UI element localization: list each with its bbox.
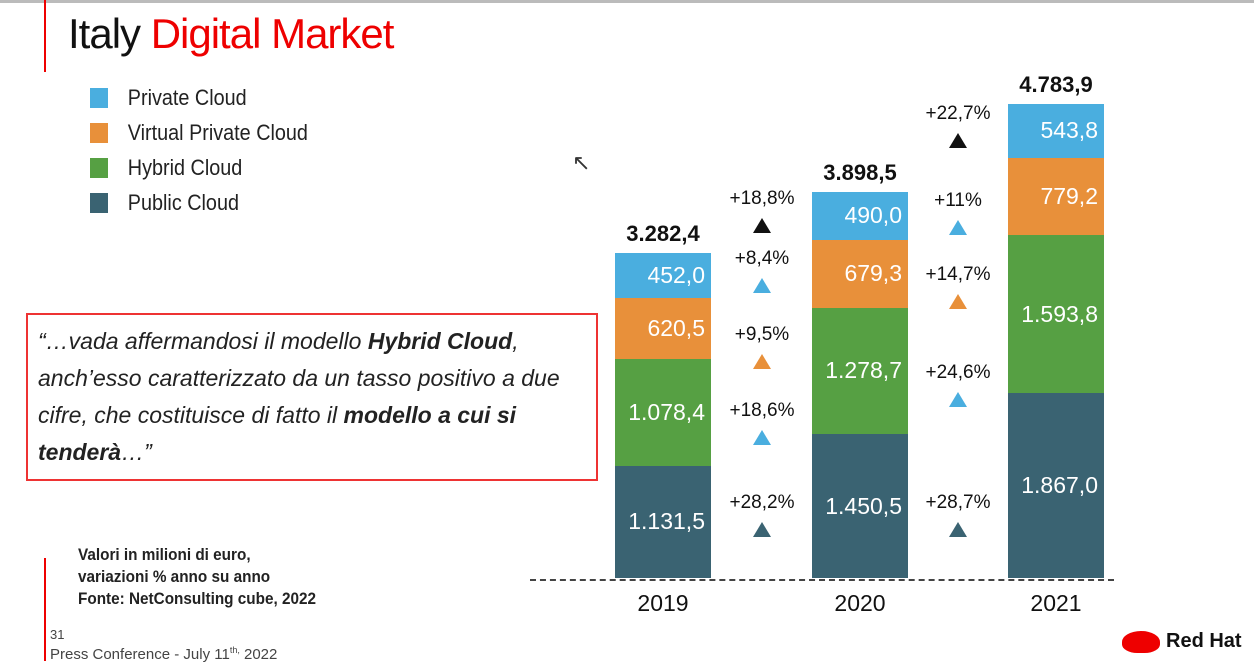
bar-segment: 1.131,5 xyxy=(615,465,711,578)
legend-swatch xyxy=(90,157,108,178)
x-tick-label: 2020 xyxy=(834,590,886,616)
title-highlight: Digital Market xyxy=(150,10,395,57)
bar-segment: 620,5 xyxy=(615,297,711,360)
growth-up-triangle-icon xyxy=(949,133,967,148)
bar-segment: 1.278,7 xyxy=(812,307,908,435)
redhat-logo: Red Hat xyxy=(1122,630,1242,653)
legend-label: Private Cloud xyxy=(127,84,247,110)
legend-swatch xyxy=(90,192,108,213)
footer-sup: th, xyxy=(229,645,240,655)
bar-segment: 490,0 xyxy=(812,191,908,241)
brand-name: Red Hat xyxy=(1166,630,1242,652)
top-border xyxy=(0,0,1254,3)
page-number: 31 xyxy=(50,627,65,642)
bar-segment: 1.593,8 xyxy=(1008,235,1104,393)
growth-label: +14,7% xyxy=(925,264,991,285)
quote-bold: modello a cui si tenderà xyxy=(38,402,517,465)
total-growth-label: +18,8% xyxy=(729,188,795,209)
growth-label: +11% xyxy=(934,190,982,211)
quote-bold: Hybrid Cloud xyxy=(367,328,513,354)
growth-up-triangle-icon xyxy=(949,220,967,235)
growth-up-triangle-icon xyxy=(753,430,771,445)
legend-swatch xyxy=(90,87,108,108)
x-tick-label: 2019 xyxy=(637,590,689,616)
accent-bar xyxy=(44,0,46,72)
legend-item: Private Cloud xyxy=(90,80,308,115)
growth-up-triangle-icon xyxy=(753,354,771,369)
bar-segment: 1.450,5 xyxy=(812,434,908,578)
growth-up-triangle-icon xyxy=(753,218,771,233)
page-title: Italy Digital Market xyxy=(68,10,395,58)
growth-label: +9,5% xyxy=(734,324,790,345)
redhat-hat-icon xyxy=(1122,630,1160,653)
growth-up-triangle-icon xyxy=(753,522,771,537)
total-label: 3.282,4 xyxy=(626,220,700,246)
growth-up-triangle-icon xyxy=(949,392,967,407)
growth-label: +28,2% xyxy=(729,492,795,513)
bar-segment: 679,3 xyxy=(812,240,908,308)
note-line: Fonte: NetConsulting cube, 2022 xyxy=(78,589,317,608)
title-part: Italy xyxy=(68,10,151,57)
legend: Private Cloud Virtual Private Cloud Hybrid… xyxy=(90,80,332,220)
bar-segment: 452,0 xyxy=(615,252,711,298)
x-tick-label: 2021 xyxy=(1030,590,1082,616)
legend-swatch xyxy=(90,122,108,143)
accent-bar xyxy=(44,558,46,661)
note-line: variazioni % anno su anno xyxy=(78,567,271,586)
legend-label: Public Cloud xyxy=(127,189,239,215)
growth-label: +18,6% xyxy=(729,400,795,421)
quote-text: , anch’esso caratterizzato da un tasso p… xyxy=(38,328,560,428)
chart-baseline xyxy=(530,579,1114,581)
legend-label: Virtual Private Cloud xyxy=(127,119,308,145)
legend-item: Hybrid Cloud xyxy=(90,150,308,185)
quote-text: “…vada affermandosi il modello xyxy=(38,328,368,354)
legend-item: Virtual Private Cloud xyxy=(90,115,308,150)
note-line: Valori in milioni di euro, xyxy=(78,545,251,564)
quote-box: “…vada affermandosi il modello Hybrid Cl… xyxy=(26,313,598,481)
growth-up-triangle-icon xyxy=(949,522,967,537)
footer-conf: Press Conference - July 11 xyxy=(50,646,230,663)
total-label: 3.898,5 xyxy=(823,159,897,185)
legend-item: Public Cloud xyxy=(90,185,308,220)
growth-label: +8,4% xyxy=(734,248,790,269)
legend-label: Hybrid Cloud xyxy=(127,154,243,180)
bar-segment: 1.867,0 xyxy=(1008,393,1104,578)
bar-segment: 779,2 xyxy=(1008,157,1104,236)
growth-label: +28,7% xyxy=(925,492,991,513)
growth-up-triangle-icon xyxy=(753,278,771,293)
quote-text: …” xyxy=(121,439,152,465)
total-growth-label: +22,7% xyxy=(925,103,991,124)
footer-text: Press Conference - July 11th, 2022 xyxy=(50,645,277,663)
bar-segment: 1.078,4 xyxy=(615,359,711,466)
footer-year: 2022 xyxy=(239,646,278,663)
growth-up-triangle-icon xyxy=(949,294,967,309)
mouse-cursor-icon: ↖ xyxy=(572,150,591,175)
bar-segment: 543,8 xyxy=(1008,104,1104,158)
source-note: Valori in milioni di euro, variazioni % … xyxy=(78,544,316,610)
growth-label: +24,6% xyxy=(925,362,991,383)
total-label: 4.783,9 xyxy=(1019,72,1093,97)
